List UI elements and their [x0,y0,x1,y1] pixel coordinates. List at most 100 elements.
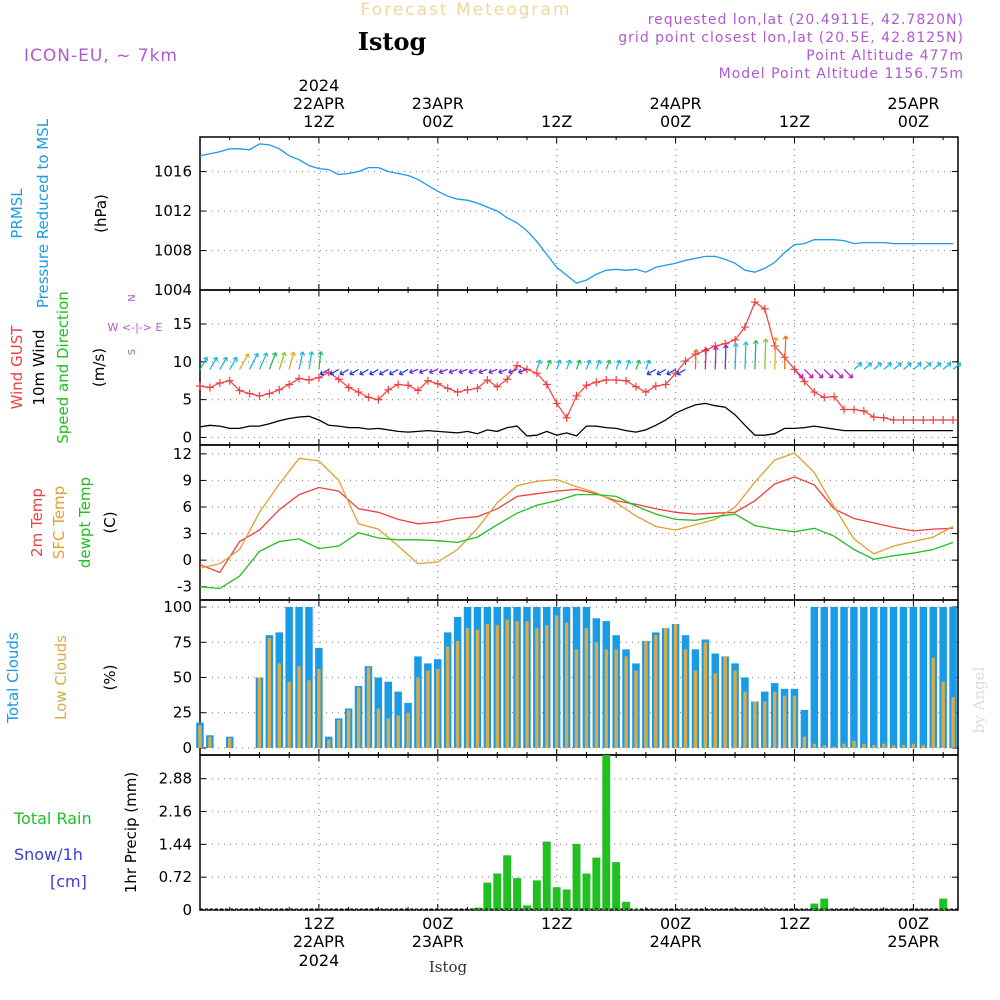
model-altitude: Model Point Altitude 1156.75m [719,66,964,82]
footer-location: Istog [429,958,468,976]
gust-marker [651,382,660,391]
low-cloud-bar [584,628,589,748]
low-cloud-bar [901,745,906,748]
wind-direction-arrow [278,351,287,370]
low-cloud-bar [465,628,470,748]
meteogram-title: Forecast Meteogram [361,0,572,20]
gust-marker [622,376,631,385]
series-gust-line [199,301,953,421]
gust-marker [255,391,264,400]
low-cloud-bar [396,715,400,748]
low-cloud-bar [475,629,480,748]
gust-marker [463,385,472,394]
wind-direction-arrow [615,359,622,370]
gust-marker [245,389,254,398]
total-cloud-bar [879,607,888,748]
low-cloud-bar [723,656,727,748]
wind-direction-arrow [645,359,652,370]
low-cloud-bar [346,709,351,748]
low-cloud-bar [812,743,816,748]
y-tick-label: 9 [182,471,192,489]
bottom-axis-hour: 12Z [541,914,572,933]
wind-direction-arrow [903,362,912,370]
y-label-low-clouds: Low Clouds [52,635,70,720]
low-cloud-bar [664,628,668,748]
y-tick-label: 15 [173,315,192,333]
panel-4: 0 0.72 1.44 2.16 2.88 Total Rain Snow/1h [cm] 1h… [13,754,959,919]
low-cloud-bar [416,677,420,748]
low-cloud-bar [436,669,440,748]
wind-direction-arrow [556,359,562,370]
wind-direction-arrow [893,362,902,370]
y-tick-label: 50 [173,669,192,687]
y-label-unit: (m/s) [90,348,108,387]
gust-marker [562,413,571,422]
low-cloud-bar [733,670,737,748]
rain-bar [572,843,581,910]
total-cloud-bar [285,607,293,748]
total-cloud-bar [800,709,809,748]
wind-direction-arrow [782,335,789,370]
low-cloud-bar [525,621,529,748]
rain-bar [523,905,531,910]
series-dewpt-line [199,493,954,590]
low-cloud-bar [535,628,539,748]
y-label-total-rain: Total Rain [13,809,92,828]
low-cloud-bar [366,667,371,748]
panel-1: 0 5 10 15 Wind GUST 10m Wind Speed and Directi… [8,289,962,446]
low-cloud-bar [673,624,678,748]
wind-direction-arrow [369,368,379,376]
low-cloud-bar [614,649,618,748]
wind-direction-arrow [339,368,349,376]
compass-west-east: W <-|-> E [108,321,163,334]
gust-marker [513,361,522,370]
y-tick-label: 1.44 [159,835,192,853]
gust-marker [374,395,383,404]
gust-marker [582,381,591,390]
low-cloud-bar [317,669,321,748]
low-cloud-bar [931,657,935,748]
wind-direction-arrow [498,368,508,375]
wind-direction-arrow [803,368,814,379]
total-cloud-bar [860,607,868,748]
wind-direction-arrow [329,368,340,376]
gust-marker [750,298,759,307]
gust-marker [285,380,294,389]
rain-bar [513,878,521,910]
y-tick-label: 12 [173,445,192,463]
wind-direction-arrow [762,338,769,370]
top-axis-hour: 12Z [303,112,334,131]
low-cloud-bar [356,687,361,748]
wind-direction-arrow [438,368,448,375]
series-prmsl-line [199,143,953,284]
rain-bar [820,898,829,910]
low-cloud-bar [782,695,787,748]
total-cloud-bar [384,681,392,748]
y-tick-label: 25 [173,704,192,722]
rain-bar [483,882,492,910]
low-cloud-bar [555,615,559,748]
gust-marker [631,382,640,391]
rain-bar [939,898,948,910]
wind-direction-arrow [448,368,458,375]
rain-bar [622,901,630,910]
y-label-total-clouds: Total Clouds [4,632,22,724]
wind-direction-arrow [199,356,209,370]
gust-marker [394,380,403,389]
gust-marker [830,392,839,401]
y-label-dewpt-temp: dewpt Temp [76,477,94,568]
wind-direction-arrow [319,368,330,376]
low-cloud-bar [703,642,707,748]
low-cloud-bar [911,743,916,748]
gust-marker [453,388,462,397]
low-cloud-bar [654,635,658,748]
rain-bar [810,903,819,910]
low-cloud-bar [257,677,262,748]
wind-direction-arrow [408,368,419,375]
wind-direction-arrow [772,336,779,370]
rain-bar [532,880,541,910]
rain-bar [632,909,640,910]
rain-bar [602,755,611,910]
wind-direction-arrow [349,368,359,376]
low-cloud-bar [802,736,807,748]
